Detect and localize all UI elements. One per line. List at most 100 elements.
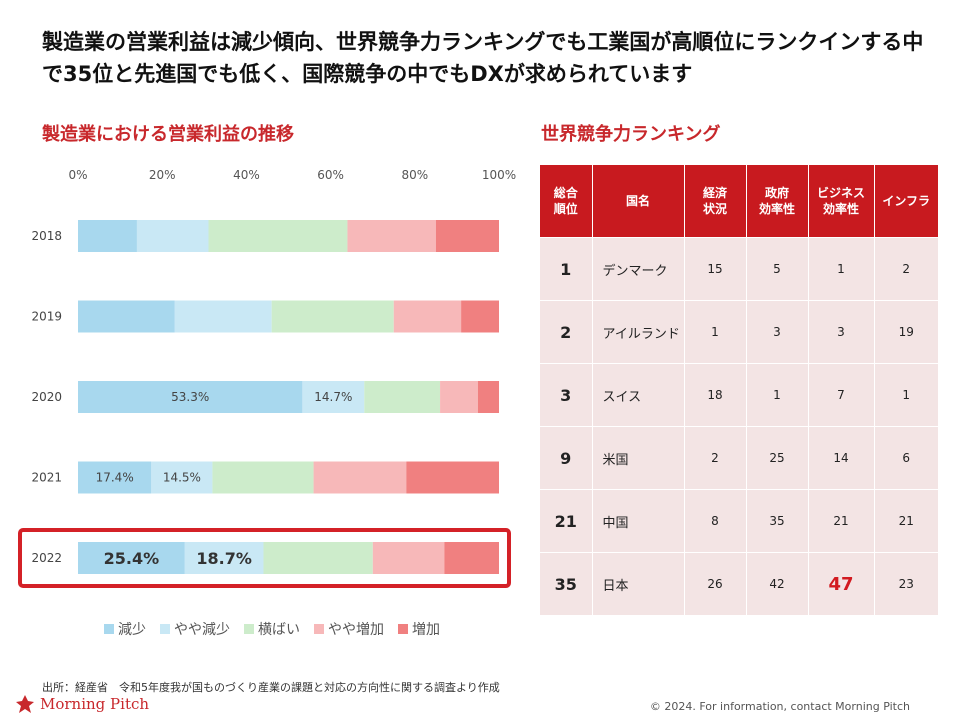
rank-cell: 2 — [540, 300, 592, 364]
bar-segment — [372, 542, 445, 574]
ranking-header-cell: ビジネス 効率性 — [807, 165, 874, 238]
data-label: 14.7% — [314, 390, 352, 404]
ranking-header-cell: 経済 状況 — [683, 165, 746, 238]
rank-cell: 21 — [540, 489, 592, 553]
rank-cell: 35 — [540, 552, 592, 615]
logo-text: Morning Pitch — [40, 695, 150, 713]
page-headline: 製造業の営業利益は減少傾向、世界競争力ランキングでも工業国が高順位にランクインす… — [42, 30, 924, 86]
x-tick-label: 100% — [482, 168, 516, 182]
country-cell: デンマーク — [591, 237, 684, 301]
category-label: 2022 — [31, 551, 62, 565]
bar-segment — [477, 381, 499, 413]
score-cell: 6 — [873, 426, 938, 490]
data-label: 18.7% — [196, 549, 252, 568]
x-tick-label: 0% — [68, 168, 87, 182]
legend-label: やや増加 — [328, 622, 384, 638]
bar-segment — [78, 220, 137, 252]
bar-segment — [271, 300, 394, 333]
country-cell: スイス — [591, 363, 684, 427]
stacked-bar-chart: 0% 20% 40% 60% 80% 100% 2018 2019 2020 53.3% 14.7%… — [18, 168, 516, 588]
country-cell: アイルランド — [591, 300, 684, 364]
country-cell: 中国 — [591, 489, 684, 553]
bar-segment — [302, 381, 365, 413]
score-cell: 26 — [683, 552, 746, 615]
bar-segment — [313, 461, 407, 494]
ranking-header-cell: 政府 効率性 — [745, 165, 808, 238]
data-label: 25.4% — [104, 549, 160, 568]
ranking-row: 3 スイス 18 1 7 1 — [540, 363, 938, 427]
score-cell: 18 — [683, 363, 746, 427]
score-cell: 5 — [745, 237, 808, 301]
ranking-row: 1 デンマーク 15 5 1 2 — [540, 237, 938, 301]
x-tick-label: 80% — [401, 168, 428, 182]
legend-swatch — [314, 624, 324, 634]
legend-item: 横ばい — [244, 619, 300, 639]
ranking-header-row: 総合 順位 国名 経済 状況 政府 効率性 ビジネス 効率性 インフラ — [540, 165, 938, 238]
bar-segment — [393, 300, 462, 333]
ranking-header-cell: 国名 — [591, 165, 684, 238]
bar-segment — [263, 542, 373, 574]
score-cell: 35 — [745, 489, 808, 553]
score-cell: 19 — [873, 300, 938, 364]
ranking-row: 35 日本 26 42 47 23 — [540, 552, 938, 615]
legend-item: 減少 — [104, 619, 146, 639]
score-cell: 2 — [683, 426, 746, 490]
score-cell: 3 — [745, 300, 808, 364]
score-cell: 14 — [807, 426, 874, 490]
legend-swatch — [104, 624, 114, 634]
bar-segment — [461, 300, 499, 333]
score-cell: 25 — [745, 426, 808, 490]
legend-swatch — [244, 624, 254, 634]
category-label: 2021 — [31, 471, 62, 485]
score-cell: 3 — [807, 300, 874, 364]
bar-segment — [151, 461, 213, 494]
bar-segment — [364, 381, 441, 413]
source-note: 出所：経産省 令和5年度我が国ものづくり産業の課題と対応の方向性に関する調査より… — [42, 681, 500, 694]
data-label: 53.3% — [171, 390, 209, 404]
category-label: 2018 — [31, 229, 62, 243]
ranking-table: 総合 順位 国名 経済 状況 政府 効率性 ビジネス 効率性 インフラ 1 デンマーク 15 5 1 2 2 ア… — [540, 165, 938, 615]
data-label: 14.5% — [163, 471, 201, 485]
legend-swatch — [398, 624, 408, 634]
bar-segment — [78, 461, 152, 494]
score-cell: 1 — [807, 237, 874, 301]
morning-pitch-logo: Morning Pitch — [14, 693, 149, 715]
legend-label: 減少 — [118, 622, 146, 638]
score-cell: 15 — [683, 237, 746, 301]
ranking-header-cell: 総合 順位 — [540, 165, 592, 238]
ranking-title: 世界競争力ランキング — [541, 124, 721, 145]
ranking-header-cell: インフラ — [873, 165, 938, 238]
x-tick-label: 40% — [233, 168, 260, 182]
score-cell: 21 — [807, 489, 874, 553]
bar-segment — [440, 381, 478, 413]
bar-segment — [208, 220, 348, 252]
legend-label: 横ばい — [258, 622, 300, 638]
country-cell: 米国 — [591, 426, 684, 490]
highlight-box — [18, 528, 511, 588]
country-cell: 日本 — [591, 552, 684, 615]
legend-label: 増加 — [412, 622, 440, 638]
ranking-row: 21 中国 8 35 21 21 — [540, 489, 938, 553]
score-cell: 47 — [807, 552, 874, 615]
rank-cell: 3 — [540, 363, 592, 427]
legend-label: やや減少 — [174, 622, 230, 638]
score-cell: 42 — [745, 552, 808, 615]
bar-segment — [347, 220, 436, 252]
score-cell: 1 — [873, 363, 938, 427]
score-cell: 23 — [873, 552, 938, 615]
copyright: © 2024. For information, contact Morning… — [649, 700, 910, 713]
x-tick-label: 60% — [317, 168, 344, 182]
bar-segment — [174, 300, 272, 333]
legend-item: やや減少 — [160, 619, 230, 639]
rank-cell: 1 — [540, 237, 592, 301]
category-label: 2020 — [31, 390, 62, 404]
bar-segment — [212, 461, 314, 494]
ranking-row: 9 米国 2 25 14 6 — [540, 426, 938, 490]
bar-segment — [78, 542, 185, 574]
chart-legend: 減少 やや減少 横ばい やや増加 増加 — [104, 619, 440, 639]
bar-segment — [78, 381, 303, 413]
rank-cell: 9 — [540, 426, 592, 490]
bar-segment — [78, 300, 175, 333]
score-cell: 21 — [873, 489, 938, 553]
score-cell: 1 — [683, 300, 746, 364]
